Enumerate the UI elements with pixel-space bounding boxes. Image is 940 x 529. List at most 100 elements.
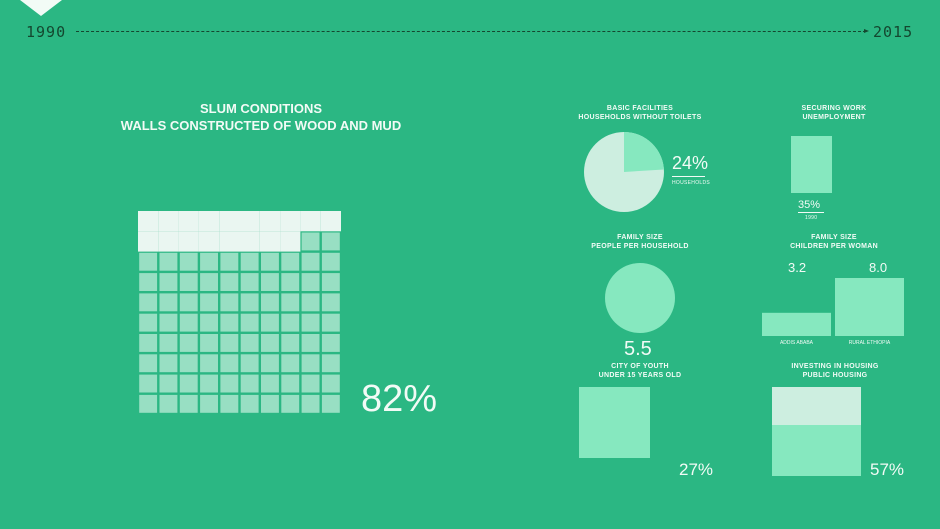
waffle-cell-walls — [179, 374, 198, 393]
waffle-cell-other — [138, 211, 159, 232]
waffle-cell-other — [320, 211, 341, 232]
walls-subtitle: WALLS CONSTRUCTED OF WOOD AND MUD — [120, 118, 402, 133]
waffle-cell-walls — [139, 354, 158, 373]
waffle-cell-walls — [240, 252, 259, 271]
housing-subtitle: PUBLIC HOUSING — [802, 372, 868, 379]
waffle-cell-walls — [321, 354, 340, 373]
unemployment-subtitle: UNEMPLOYMENT — [802, 114, 866, 121]
unemployment-title: SECURING WORK — [801, 105, 867, 112]
waffle-cell-walls — [281, 252, 300, 271]
waffle-cell-other — [219, 231, 240, 252]
waffle-cell-walls — [159, 334, 178, 352]
waffle-cell-walls — [179, 394, 198, 413]
housing-value-label: 57% — [870, 460, 905, 479]
waffle-cell-other — [280, 211, 301, 232]
unemployment-bar — [791, 136, 832, 193]
housing-title: INVESTING IN HOUSING — [791, 363, 879, 370]
waffle-cell-walls — [301, 394, 320, 413]
waffle-cell-walls — [200, 273, 218, 291]
waffle-cell-walls — [200, 334, 218, 352]
timeline-end-year[interactable]: 2015 — [873, 23, 914, 41]
waffle-cell-walls — [200, 293, 218, 312]
waffle-cell-walls — [261, 374, 279, 393]
walls-value-label: 82% — [361, 378, 438, 420]
walls-waffle-chart — [138, 211, 341, 413]
waffle-cell-walls — [281, 354, 300, 373]
waffle-cell-walls — [261, 252, 279, 271]
timeline-start-year[interactable]: 1990 — [26, 23, 67, 41]
waffle-cell-walls — [321, 334, 340, 352]
waffle-cell-walls — [321, 374, 340, 393]
children-value-label-1: 8.0 — [869, 260, 887, 275]
waffle-cell-walls — [261, 273, 279, 291]
children-category-label-1: RURAL ETHIOPIA — [849, 340, 891, 346]
waffle-cell-walls — [139, 394, 158, 413]
waffle-cell-other — [239, 231, 260, 252]
waffle-cell-walls — [159, 293, 178, 312]
waffle-cell-other — [178, 211, 199, 232]
children-title: FAMILY SIZE — [811, 234, 857, 241]
waffle-cell-walls — [139, 374, 158, 393]
waffle-cell-walls — [301, 354, 320, 373]
youth-subtitle: UNDER 15 YEARS OLD — [598, 372, 682, 379]
waffle-cell-other — [239, 211, 260, 232]
waffle-cell-walls — [240, 334, 259, 352]
waffle-cell-other — [198, 211, 220, 232]
waffle-cell-walls — [220, 394, 239, 413]
waffle-cell-other — [219, 211, 240, 232]
waffle-cell-walls — [179, 273, 198, 291]
toilets-value-label: 24% — [672, 153, 709, 173]
waffle-cell-walls — [321, 313, 340, 332]
waffle-cell-walls — [159, 273, 178, 291]
walls-title: SLUM CONDITIONS — [199, 101, 323, 116]
waffle-cell-walls — [240, 394, 259, 413]
housing-square — [772, 387, 861, 476]
unemployment-divider — [798, 212, 824, 213]
waffle-cell-walls — [200, 252, 218, 271]
waffle-cell-walls — [261, 334, 279, 352]
waffle-cell-walls — [159, 354, 178, 373]
waffle-cell-other — [198, 231, 220, 252]
children-bar-addis — [762, 312, 831, 336]
waffle-cell-walls — [301, 273, 320, 291]
waffle-cell-walls — [139, 273, 158, 291]
waffle-cell-walls — [301, 293, 320, 312]
waffle-cell-walls — [321, 252, 340, 271]
waffle-cell-walls — [200, 313, 218, 332]
toilets-title: BASIC FACILITIES — [606, 105, 674, 112]
children-bar-chart: 3.2 ADDIS ABABA 8.0 RURAL ETHIOPIA — [762, 260, 904, 346]
waffle-cell-walls — [220, 252, 239, 271]
timeline-marker[interactable] — [20, 0, 62, 16]
waffle-cell-walls — [301, 374, 320, 393]
waffle-cell-walls — [281, 273, 300, 291]
waffle-cell-walls — [159, 313, 178, 332]
waffle-cell-walls — [321, 293, 340, 312]
toilets-caption: HOUSEHOLDS — [672, 180, 711, 186]
waffle-cell-walls — [200, 374, 218, 393]
waffle-cell-other — [158, 231, 179, 252]
waffle-cell-walls — [159, 394, 178, 413]
waffle-cell-walls — [220, 313, 239, 332]
waffle-cell-other — [138, 231, 159, 252]
pie-slice-without-toilets — [624, 132, 664, 172]
toilets-pie-chart — [584, 132, 664, 212]
timeline-track[interactable] — [76, 29, 869, 33]
waffle-cell-walls — [139, 334, 158, 352]
waffle-cell-walls — [321, 273, 340, 291]
children-subtitle: CHILDREN PER WOMAN — [790, 243, 878, 250]
unemployment-bar-frame — [791, 136, 832, 193]
waffle-cell-walls — [240, 273, 259, 291]
waffle-cell-walls — [281, 313, 300, 332]
waffle-cell-walls — [240, 354, 259, 373]
waffle-cell-walls — [240, 293, 259, 312]
waffle-cell-walls — [301, 252, 320, 271]
waffle-cell-walls — [159, 374, 178, 393]
children-category-label-0: ADDIS ABABA — [780, 340, 814, 346]
waffle-cell-other — [259, 211, 281, 232]
children-value-label-0: 3.2 — [788, 260, 806, 275]
waffle-cell-other — [280, 231, 301, 252]
waffle-cell-walls — [240, 313, 259, 332]
waffle-cell-walls — [179, 313, 198, 332]
household-title: FAMILY SIZE — [617, 234, 663, 241]
waffle-cell-walls — [179, 252, 198, 271]
